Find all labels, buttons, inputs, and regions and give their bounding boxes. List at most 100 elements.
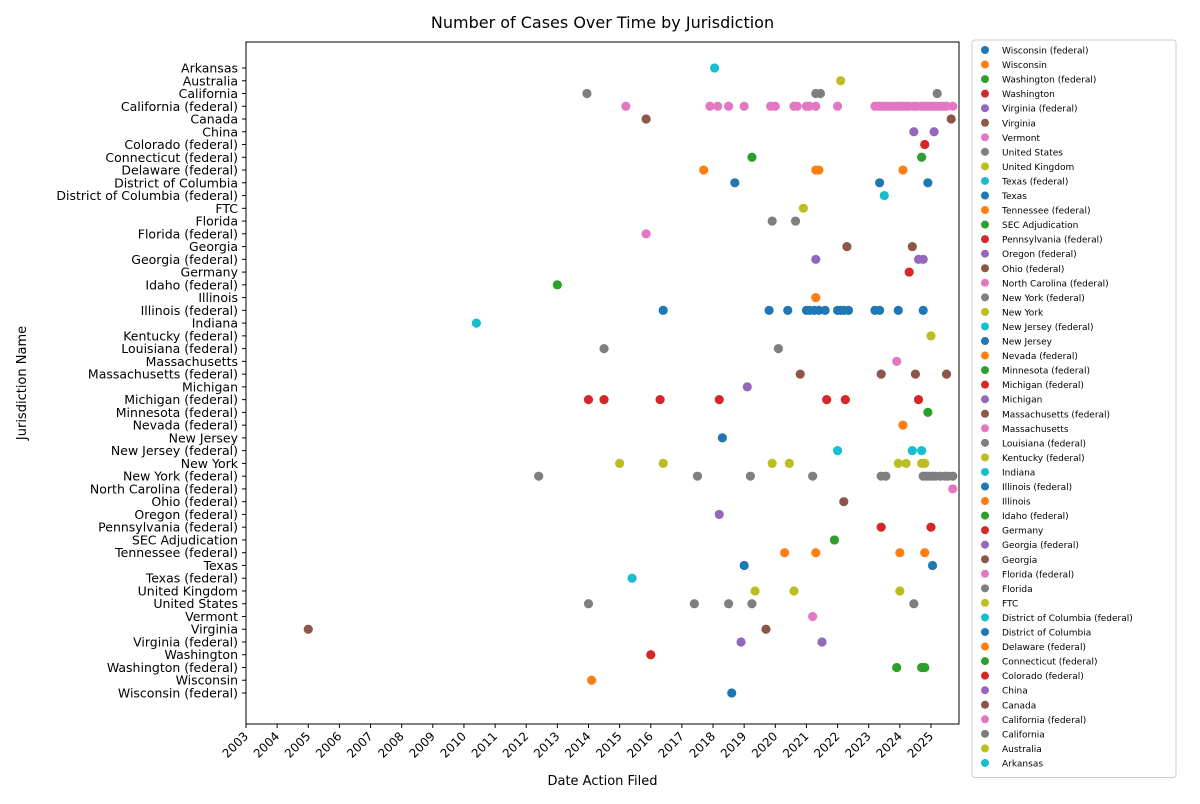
legend-marker <box>981 206 989 215</box>
scatter-point <box>842 241 852 252</box>
scatter-point <box>875 178 885 188</box>
legend-label: Colorado (federal) <box>1002 672 1084 682</box>
legend-entry: New Jersey (federal) <box>981 322 1094 333</box>
scatter-point <box>790 216 801 226</box>
legend-label: United Kingdom <box>1002 163 1074 173</box>
legend-marker <box>981 395 989 404</box>
legend-marker <box>981 133 989 142</box>
scatter-point <box>770 101 780 111</box>
scatter-point <box>895 548 905 558</box>
y-tick-label: Nevada (federal) <box>133 418 238 433</box>
y-tick-label: Ohio (federal) <box>151 494 238 509</box>
legend-marker <box>981 191 989 200</box>
legend-label: California <box>1002 730 1045 740</box>
legend-entry: Wisconsin (federal) <box>981 46 1089 57</box>
legend-marker <box>981 118 989 127</box>
legend-marker <box>981 424 989 433</box>
scatter-point <box>780 548 790 558</box>
scatter-point <box>739 101 749 111</box>
legend-marker <box>981 758 989 767</box>
scatter-point <box>723 101 734 111</box>
x-tick-label: 2024 <box>873 729 904 760</box>
y-tick-label: Tennessee (federal) <box>114 545 238 560</box>
x-tick-label: 2020 <box>749 729 780 760</box>
scatter-point <box>895 586 905 596</box>
legend-entry: Michigan (federal) <box>981 380 1084 391</box>
scatter-point <box>713 101 723 111</box>
legend-entry: FTC <box>981 598 1018 609</box>
legend-marker <box>981 337 989 345</box>
y-tick-label: Kentucky (federal) <box>123 328 238 343</box>
legend-marker <box>981 598 989 607</box>
y-tick-label: Florida (federal) <box>138 226 238 241</box>
scatter-point <box>907 241 917 252</box>
legend-entry: Louisiana (federal) <box>981 438 1086 449</box>
scatter-point <box>910 369 921 379</box>
legend-label: Pennsylvania (federal) <box>1002 236 1103 246</box>
scatter-point <box>918 305 928 315</box>
scatter-point <box>747 152 757 162</box>
legend-label: California (federal) <box>1002 716 1086 726</box>
scatter-point <box>789 586 799 596</box>
scatter-point <box>750 586 760 596</box>
legend-label: Florida (federal) <box>1002 570 1074 580</box>
scatter-point <box>920 139 930 150</box>
legend-marker <box>981 235 989 244</box>
legend-marker <box>981 176 989 185</box>
y-tick-label: Idaho (federal) <box>145 277 238 292</box>
legend-marker <box>981 60 989 69</box>
legend-label: Michigan (federal) <box>1002 381 1084 391</box>
legend-entry: Wisconsin <box>981 60 1047 71</box>
scatter-point <box>303 624 313 634</box>
scatter-point <box>832 101 843 111</box>
scatter-point <box>552 280 562 290</box>
y-tick-label: Georgia (federal) <box>131 252 238 267</box>
scatter-point <box>904 267 914 277</box>
x-tick-label: 2016 <box>624 729 655 760</box>
x-tick-label: 2009 <box>406 729 437 760</box>
legend-entry: Washington <box>981 89 1055 100</box>
scatter-point <box>817 637 827 647</box>
legend-marker <box>981 409 989 418</box>
legend-label: Oregon (federal) <box>1002 250 1077 260</box>
legend-entry: Kentucky (federal) <box>981 453 1085 464</box>
legend-entry: Pennsylvania (federal) <box>981 235 1103 246</box>
legend-marker <box>981 715 989 724</box>
y-tick-label: Washington (federal) <box>107 660 238 675</box>
scatter-point <box>811 101 821 111</box>
legend-marker <box>981 511 989 520</box>
scatter-point <box>723 599 734 609</box>
legend-entry: New Jersey <box>981 337 1053 348</box>
legend-marker <box>981 642 989 651</box>
legend-label: FTC <box>1002 599 1018 609</box>
legend-entry: Australia <box>981 744 1042 755</box>
scatter-point <box>898 420 908 430</box>
legend-entry: Nevada (federal) <box>981 351 1078 362</box>
scatter-point <box>714 395 724 405</box>
scatter-point <box>599 344 609 354</box>
legend-label: China <box>1002 687 1028 697</box>
y-tick-label: Illinois (federal) <box>141 303 238 318</box>
legend-entry: Massachusetts <box>981 424 1069 435</box>
legend-marker <box>981 700 989 709</box>
y-tick-label: Wisconsin (federal) <box>118 686 238 701</box>
scatter-point <box>621 101 631 111</box>
legend-entry: New York <box>981 307 1044 318</box>
x-tick-label: 2023 <box>842 729 873 760</box>
y-tick-label: Massachusetts <box>146 354 238 369</box>
y-tick-label: Connecticut (federal) <box>105 150 238 165</box>
legend-label: New York (federal) <box>1002 294 1085 304</box>
x-tick-label: 2010 <box>438 729 469 760</box>
scatter-point <box>811 292 821 303</box>
legend-label: Louisiana (federal) <box>1002 439 1086 449</box>
legend-label: New York <box>1002 308 1044 318</box>
legend-entry: Washington (federal) <box>981 75 1096 86</box>
scatter-point <box>742 382 752 392</box>
y-axis-label: Jurisdiction Name <box>15 326 30 441</box>
scatter-point <box>583 599 594 609</box>
legend-label: District of Columbia <box>1002 629 1091 639</box>
scatter-point <box>829 535 840 545</box>
legend-marker <box>981 467 989 476</box>
scatter-point <box>655 395 665 405</box>
